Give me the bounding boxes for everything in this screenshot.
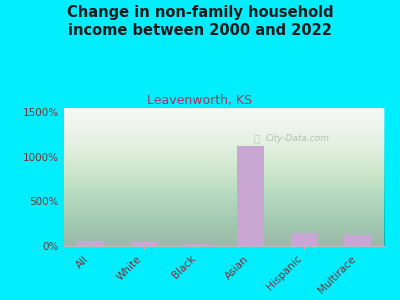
Bar xyxy=(344,236,371,246)
Bar xyxy=(184,244,211,246)
Bar xyxy=(291,233,317,246)
Bar xyxy=(131,242,157,246)
Text: City-Data.com: City-Data.com xyxy=(266,134,330,143)
Text: Change in non-family household
income between 2000 and 2022: Change in non-family household income be… xyxy=(67,4,333,38)
Text: Leavenworth, KS: Leavenworth, KS xyxy=(148,94,252,107)
Bar xyxy=(237,146,264,246)
Bar xyxy=(77,241,104,246)
Text: ⦿: ⦿ xyxy=(253,134,259,143)
